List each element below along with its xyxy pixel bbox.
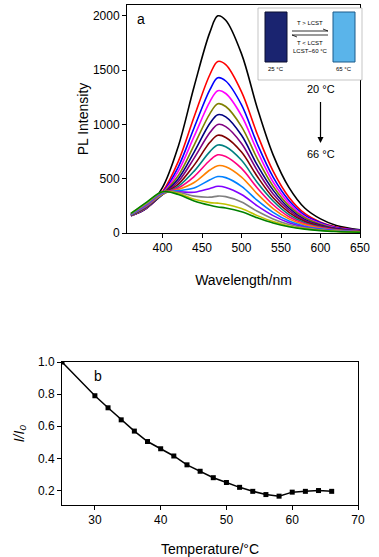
svg-text:PL Intensity: PL Intensity	[75, 83, 91, 156]
svg-text:T < LCST: T < LCST	[297, 40, 323, 46]
svg-text:b: b	[94, 368, 102, 384]
svg-text:0: 0	[113, 226, 120, 240]
svg-text:Wavelength/nm: Wavelength/nm	[195, 272, 292, 288]
svg-text:25 °C: 25 °C	[268, 66, 284, 72]
svg-text:66 °C: 66 °C	[307, 148, 335, 160]
svg-text:Temperature/°C: Temperature/°C	[161, 541, 259, 557]
svg-text:400: 400	[153, 241, 173, 255]
svg-text:a: a	[137, 11, 145, 27]
svg-text:65 °C: 65 °C	[336, 66, 352, 72]
svg-text:550: 550	[271, 241, 291, 255]
svg-text:0.8: 0.8	[38, 387, 55, 401]
svg-text:500: 500	[100, 172, 120, 186]
svg-text:50: 50	[220, 513, 234, 527]
svg-text:2000: 2000	[93, 9, 120, 23]
svg-text:650: 650	[350, 241, 370, 255]
svg-text:0.2: 0.2	[38, 484, 55, 498]
svg-text:0.6: 0.6	[38, 419, 55, 433]
svg-text:70: 70	[351, 513, 365, 527]
svg-text:T > LCST: T > LCST	[297, 20, 323, 26]
svg-text:500: 500	[232, 241, 252, 255]
svg-text:450: 450	[192, 241, 212, 255]
svg-text:40: 40	[154, 513, 168, 527]
svg-text:20 °C: 20 °C	[307, 83, 335, 95]
svg-text:I/I₀: I/I₀	[11, 425, 27, 443]
svg-text:LCST~60 °C: LCST~60 °C	[293, 48, 328, 54]
svg-text:30: 30	[88, 513, 102, 527]
svg-text:1500: 1500	[93, 63, 120, 77]
svg-text:0.4: 0.4	[38, 452, 55, 466]
svg-text:1.0: 1.0	[38, 355, 55, 369]
svg-text:1000: 1000	[93, 118, 120, 132]
svg-text:60: 60	[286, 513, 300, 527]
svg-text:600: 600	[310, 241, 330, 255]
